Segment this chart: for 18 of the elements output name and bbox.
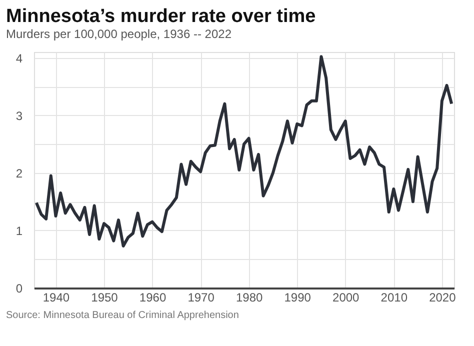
chart-title: Minnesota’s murder rate over time	[6, 6, 316, 27]
x-tick-label: 2000	[332, 290, 360, 304]
y-tick-label: 3	[16, 108, 23, 123]
x-tick-label: 2010	[380, 290, 408, 304]
y-tick-label: 2	[16, 166, 23, 180]
x-tick-label: 1940	[42, 290, 70, 304]
x-tick-label: 1990	[284, 290, 312, 304]
source-note: Source: Minnesota Bureau of Criminal Apprehension	[6, 310, 239, 321]
y-tick-label: 1	[16, 224, 23, 238]
x-tick-label: 1980	[236, 290, 263, 304]
y-tick-label: 4	[16, 51, 23, 66]
x-tick-label: 1950	[91, 290, 118, 304]
y-tick-label: 0	[16, 282, 23, 296]
x-tick-label: 1970	[188, 290, 215, 304]
chart-subtitle: Murders per 100,000 people, 1936 -- 2022	[6, 26, 232, 41]
line-series	[34, 55, 454, 248]
x-tick-label: 2020	[429, 290, 456, 304]
x-tick-label: 1960	[139, 290, 166, 304]
